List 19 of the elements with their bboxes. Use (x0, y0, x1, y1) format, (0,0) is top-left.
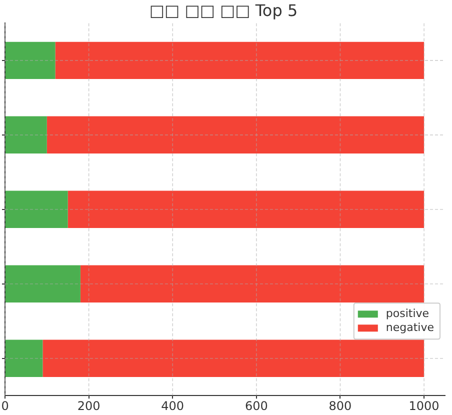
bar (6, 265, 80, 302)
x-tick-label: 600 (244, 398, 268, 413)
bar (6, 340, 43, 377)
x-tick-label: 1000 (408, 398, 440, 413)
x-tick-label: 200 (77, 398, 100, 413)
bar (55, 42, 424, 80)
bar (6, 116, 47, 154)
bar (42, 340, 424, 377)
bar (6, 42, 56, 80)
legend-label: positive (386, 306, 430, 320)
chart-title: □□ □□ □□ Top 5 (149, 0, 298, 20)
x-tick-label: 0 (1, 398, 9, 413)
bar (68, 190, 424, 228)
bar (6, 190, 68, 228)
x-tick-label: 400 (161, 398, 184, 413)
legend-label: negative (386, 320, 434, 334)
bar (80, 265, 424, 302)
bar (46, 116, 424, 154)
x-tick-label: 800 (328, 398, 352, 413)
